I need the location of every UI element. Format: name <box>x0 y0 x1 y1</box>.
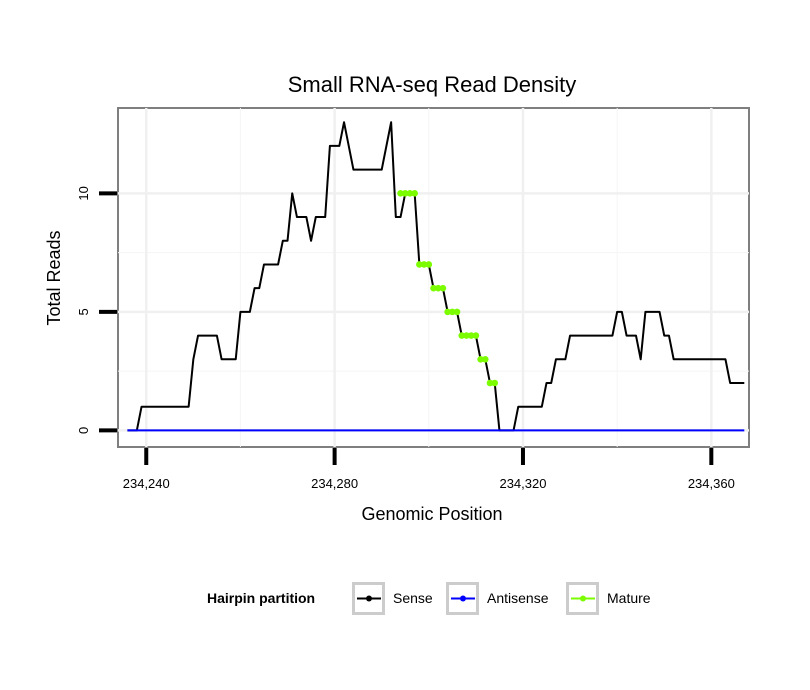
y-tick-label: 10 <box>76 186 91 200</box>
mature-point <box>430 284 437 292</box>
legend-title: Hairpin partition <box>207 590 315 606</box>
mature-point <box>453 308 461 316</box>
mature-point <box>420 261 428 268</box>
x-tick-label: 234,320 <box>499 476 546 491</box>
mature-point <box>467 332 475 339</box>
mature-point <box>397 190 404 197</box>
y-tick-label: 5 <box>76 308 91 315</box>
mature-point <box>463 332 470 339</box>
mature-point <box>458 332 466 339</box>
plot-panel <box>117 107 750 448</box>
y-tick-label: 0 <box>76 427 91 434</box>
legend-label-antisense: Antisense <box>487 590 549 606</box>
mature-point <box>449 308 456 316</box>
x-axis-label: Genomic Position <box>361 504 502 524</box>
legend: Hairpin partition Sense Antisense Mature <box>207 582 651 615</box>
mature-point <box>491 379 499 387</box>
mature-point <box>439 284 447 292</box>
legend-swatch-point-sense <box>366 595 372 602</box>
mature-point <box>472 332 480 339</box>
legend-label-mature: Mature <box>607 590 651 606</box>
mature-point <box>425 261 433 268</box>
series-lines <box>127 121 745 432</box>
x-tick-label: 234,240 <box>123 476 170 491</box>
legend-swatch-point-mature <box>580 595 586 602</box>
x-tick-label: 234,280 <box>311 476 358 491</box>
mature-point <box>401 190 409 197</box>
x-tick-label: 234,360 <box>688 476 735 491</box>
mature-point <box>411 190 418 197</box>
mature-point <box>486 379 494 387</box>
y-axis-label: Total Reads <box>44 230 64 325</box>
chart-title: Small RNA-seq Read Density <box>288 72 577 97</box>
mature-point <box>444 308 451 316</box>
mature-point <box>434 284 442 292</box>
mature-point <box>406 190 414 197</box>
mature-point <box>481 355 489 363</box>
legend-label-sense: Sense <box>393 590 433 606</box>
legend-swatch-point-antisense <box>460 595 466 602</box>
axes: 234,240 234,280 234,320 234,360 0 5 10 <box>76 186 735 491</box>
mature-point <box>477 355 484 363</box>
mature-point <box>416 261 423 268</box>
